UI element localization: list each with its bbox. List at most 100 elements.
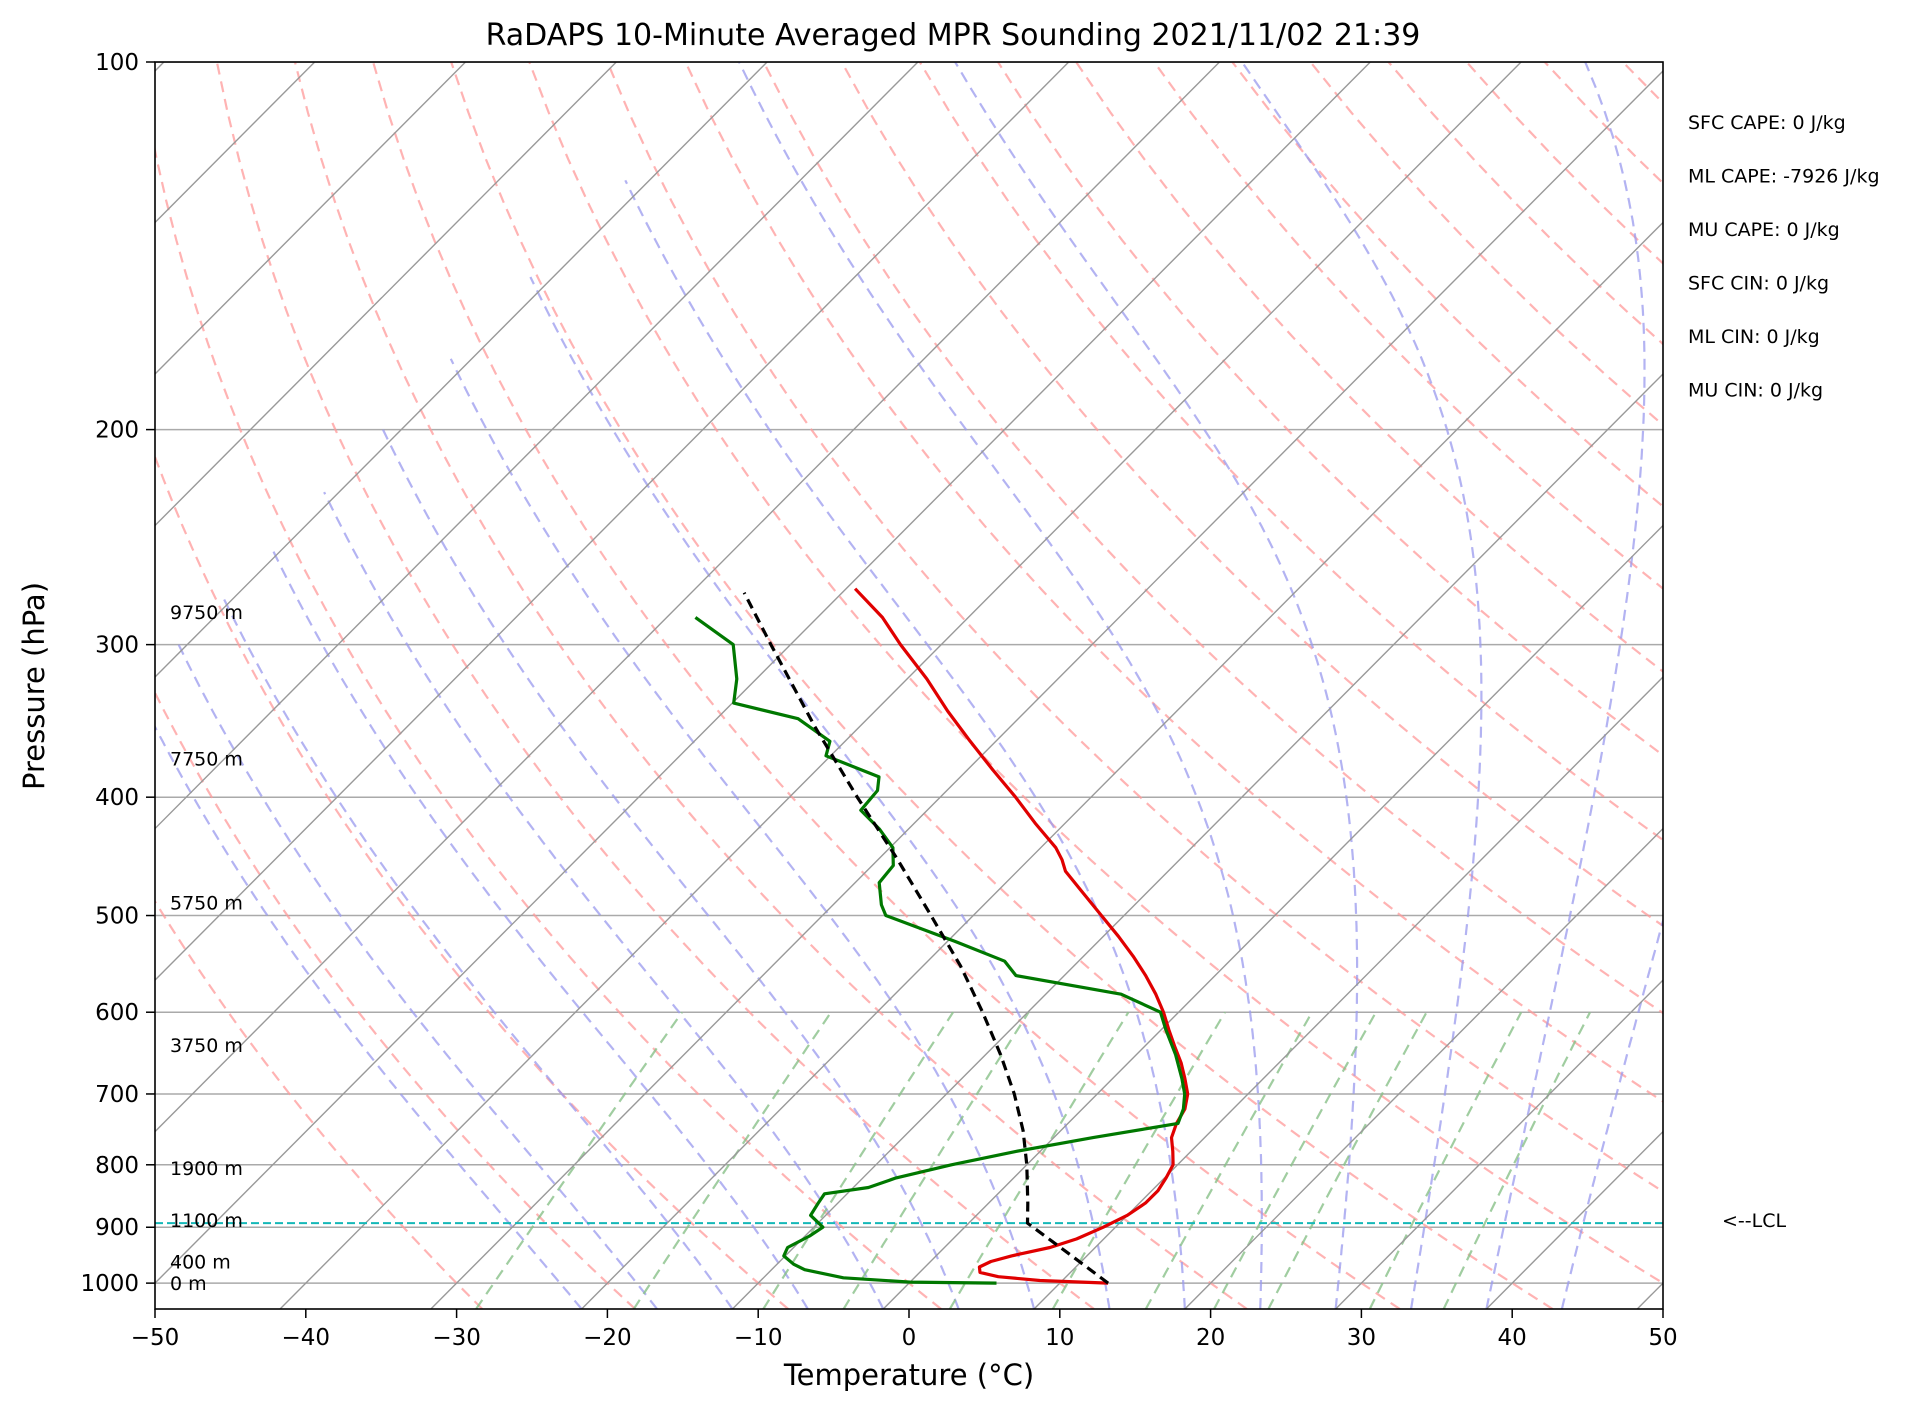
x-tick-label: 40	[1498, 1325, 1527, 1351]
height-label: 5750 m	[170, 893, 243, 915]
x-tick-label: −30	[432, 1325, 481, 1351]
dry-adiabat	[918, 62, 1663, 842]
dry-adiabat	[450, 62, 1554, 1309]
stat-line: MU CIN: 0 J/kg	[1688, 380, 1823, 402]
stat-line: MU CAPE: 0 J/kg	[1688, 219, 1840, 241]
mixing-ratio-line	[632, 1011, 832, 1309]
parcel-line	[742, 591, 1110, 1285]
moist-adiabat	[270, 547, 809, 1309]
moist-adiabat	[624, 179, 1186, 1309]
isotherm-line	[155, 62, 1221, 1133]
isotherm-line	[155, 62, 1070, 982]
dry-adiabat	[997, 62, 1663, 757]
dry-adiabat	[372, 62, 1401, 1309]
chart-title: RaDAPS 10-Minute Averaged MPR Sounding 2…	[486, 18, 1421, 53]
mixing-ratio-line	[842, 1011, 1030, 1309]
mixing-ratio-line	[948, 1011, 1130, 1309]
y-tick-label: 400	[95, 785, 139, 811]
plot-frame	[154, 61, 1664, 1310]
dry-adiabat	[215, 62, 1095, 1309]
dewpoint-line	[694, 616, 1187, 1285]
y-tick-label: 500	[95, 904, 139, 930]
y-tick-label: 600	[95, 1000, 139, 1026]
x-tick-label: 50	[1648, 1325, 1677, 1351]
dry-adiabat	[155, 899, 484, 1309]
dry-adiabat	[1153, 62, 1663, 590]
moist-adiabat	[1241, 62, 1483, 1309]
dry-adiabat	[155, 145, 942, 1309]
series-layer	[155, 587, 1663, 1285]
dry-adiabat	[1622, 62, 1663, 105]
height-label: 9750 m	[170, 602, 243, 624]
y-tick-label: 800	[95, 1153, 139, 1179]
moist-adiabat	[155, 724, 583, 1309]
isotherm-line	[155, 62, 1371, 1285]
y-tick-label: 900	[95, 1215, 139, 1241]
x-tick-label: −10	[734, 1325, 783, 1351]
dry-adiabat	[1857, 62, 1922, 1309]
isotherm-line	[1335, 979, 1663, 1309]
height-label: 7750 m	[170, 749, 243, 771]
isotherm-line	[1184, 827, 1663, 1309]
stat-line: ML CIN: 0 J/kg	[1688, 326, 1820, 348]
moist-adiabat	[323, 491, 885, 1309]
y-tick-label: 200	[95, 418, 139, 444]
x-tick-label: 0	[902, 1325, 917, 1351]
isotherm-line	[155, 62, 919, 830]
isotherm-line	[155, 62, 617, 527]
mixing-ratio-line	[1051, 1011, 1226, 1309]
moist-adiabat	[382, 429, 960, 1309]
moist-adiabat	[1485, 62, 1646, 1309]
height-label: 1900 m	[170, 1158, 243, 1180]
dry-adiabat	[1701, 62, 1922, 1309]
isotherm-line	[279, 62, 1522, 1309]
dry-adiabat	[155, 690, 636, 1309]
moist-adiabat	[449, 358, 1036, 1309]
temperature-line	[853, 587, 1190, 1285]
mixing-ratio-line	[762, 1011, 955, 1309]
y-tick-label: 700	[95, 1082, 139, 1108]
y-axis-label: Pressure (hPa)	[17, 582, 51, 790]
x-tick-label: −40	[282, 1325, 331, 1351]
dry-adiabat	[1543, 62, 1663, 185]
mixing-ratio-line	[1267, 1011, 1428, 1309]
x-tick-label: 10	[1045, 1325, 1074, 1351]
stat-line: ML CAPE: -7926 J/kg	[1688, 166, 1880, 188]
height-label: 3750 m	[170, 1035, 243, 1057]
y-tick-label: 1000	[80, 1271, 139, 1297]
lcl-label: <--LCL	[1722, 1210, 1786, 1232]
isotherm-line	[1485, 1130, 1663, 1309]
mixing-ratio-line	[1144, 1011, 1313, 1309]
height-label: 0 m	[170, 1273, 207, 1295]
isotherm-line	[430, 69, 1663, 1309]
dry-adiabat	[606, 62, 1663, 1193]
isotherm-line	[1636, 1282, 1663, 1309]
x-tick-label: −50	[131, 1325, 180, 1351]
mixing-ratio-line	[1368, 1011, 1523, 1309]
x-axis: −50 −40 −30 −20 −10 0 10 20 30 40 50	[131, 1309, 1678, 1351]
moist-adiabat	[954, 62, 1359, 1309]
dry-adiabat	[684, 62, 1663, 1103]
stats-panel: SFC CAPE: 0 J/kg ML CAPE: -7926 J/kg MU CA…	[1688, 112, 1880, 402]
y-axis: 100 200 300 400 500 600 700 800 900 1000	[80, 50, 155, 1297]
isotherm-line	[0, 62, 13, 1309]
isotherm-line	[581, 221, 1663, 1309]
mixing-ratio-line	[1442, 1011, 1591, 1309]
dry-adiabat	[528, 62, 1663, 1285]
mixing-ratio-line	[1213, 1011, 1377, 1309]
isotherm-line	[155, 62, 768, 679]
height-label: 400 m	[170, 1251, 231, 1273]
isotherm-line	[882, 524, 1663, 1309]
dry-adiabat	[1309, 62, 1663, 427]
moist-adiabat	[529, 276, 1111, 1309]
dry-adiabat	[293, 62, 1248, 1309]
dry-adiabat	[762, 62, 1663, 1015]
x-tick-label: 20	[1196, 1325, 1225, 1351]
stat-line: SFC CIN: 0 J/kg	[1688, 273, 1829, 295]
isotherm-line	[731, 372, 1663, 1309]
y-tick-label: 100	[95, 50, 139, 76]
x-axis-label: Temperature (°C)	[783, 1358, 1034, 1392]
dry-adiabat	[1779, 62, 1922, 1309]
